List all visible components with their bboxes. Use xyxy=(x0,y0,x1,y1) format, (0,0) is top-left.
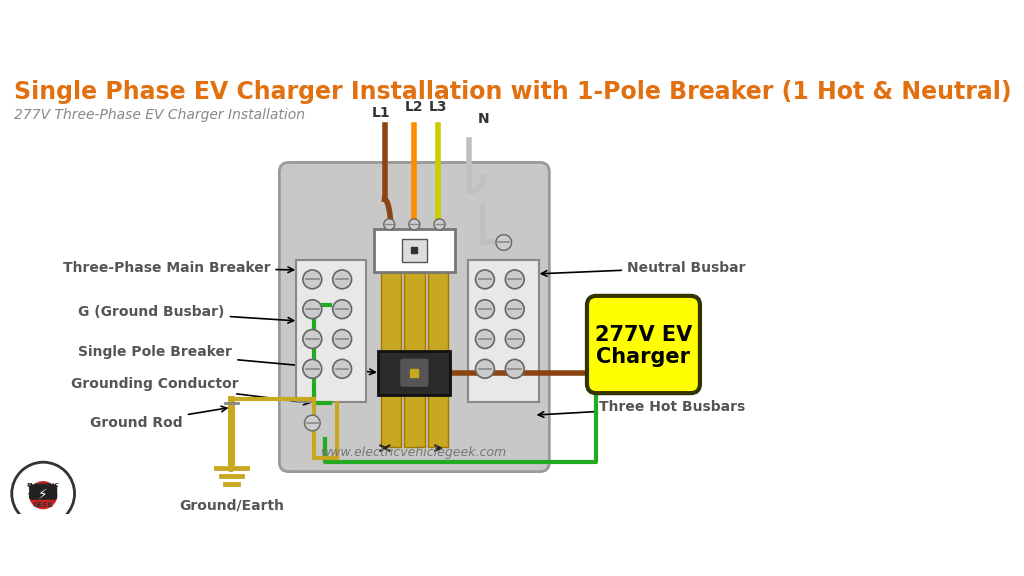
FancyBboxPatch shape xyxy=(401,359,428,386)
Circle shape xyxy=(475,300,495,319)
Text: Ground Rod: Ground Rod xyxy=(90,406,227,430)
Circle shape xyxy=(304,415,321,431)
Text: Ground/Earth: Ground/Earth xyxy=(179,498,284,513)
Circle shape xyxy=(11,462,75,525)
Text: Three Hot Busbars: Three Hot Busbars xyxy=(539,400,745,418)
Text: Single Pole Breaker: Single Pole Breaker xyxy=(79,346,375,374)
Circle shape xyxy=(475,329,495,348)
FancyBboxPatch shape xyxy=(587,296,700,393)
Text: Single Phase EV Charger Installation with 1-Pole Breaker (1 Hot & Neutral): Single Phase EV Charger Installation wit… xyxy=(14,80,1012,104)
FancyBboxPatch shape xyxy=(30,485,56,499)
Circle shape xyxy=(496,234,512,251)
Text: www.electricvehiclegeek.com: www.electricvehiclegeek.com xyxy=(322,446,508,459)
FancyBboxPatch shape xyxy=(296,260,367,402)
FancyBboxPatch shape xyxy=(378,351,451,395)
Circle shape xyxy=(333,359,351,378)
Text: GEEK: GEEK xyxy=(33,502,53,507)
Circle shape xyxy=(303,270,322,289)
Text: VEHICLE: VEHICLE xyxy=(29,492,58,498)
Circle shape xyxy=(506,329,524,348)
Text: N: N xyxy=(477,112,489,126)
Text: L3: L3 xyxy=(429,100,447,113)
Circle shape xyxy=(384,219,394,230)
Text: L1: L1 xyxy=(372,106,390,120)
FancyBboxPatch shape xyxy=(401,238,427,262)
Circle shape xyxy=(303,359,322,378)
Text: G (Ground Busbar): G (Ground Busbar) xyxy=(79,305,294,323)
Circle shape xyxy=(475,359,495,378)
Text: 277V EV: 277V EV xyxy=(595,325,692,345)
Bar xyxy=(404,231,425,446)
Circle shape xyxy=(29,481,57,509)
Text: ⚡: ⚡ xyxy=(38,488,48,502)
FancyBboxPatch shape xyxy=(280,162,549,472)
Circle shape xyxy=(434,219,445,230)
Text: 277V Three-Phase EV Charger Installation: 277V Three-Phase EV Charger Installation xyxy=(14,108,305,122)
Text: Three-Phase Main Breaker: Three-Phase Main Breaker xyxy=(62,260,294,275)
Bar xyxy=(381,231,401,446)
Text: Charger: Charger xyxy=(596,347,690,367)
Circle shape xyxy=(475,270,495,289)
Text: Neutral Busbar: Neutral Busbar xyxy=(542,260,745,276)
Circle shape xyxy=(409,219,420,230)
Circle shape xyxy=(303,300,322,319)
Circle shape xyxy=(303,329,322,348)
Text: ELECTRIC: ELECTRIC xyxy=(27,483,59,488)
Circle shape xyxy=(333,270,351,289)
Text: Grounding Conductor: Grounding Conductor xyxy=(71,377,309,405)
FancyBboxPatch shape xyxy=(468,260,539,402)
FancyBboxPatch shape xyxy=(374,229,455,271)
Circle shape xyxy=(333,300,351,319)
Circle shape xyxy=(506,300,524,319)
Circle shape xyxy=(506,359,524,378)
Bar xyxy=(428,231,449,446)
Text: L2: L2 xyxy=(406,100,424,113)
Circle shape xyxy=(333,329,351,348)
Circle shape xyxy=(506,270,524,289)
